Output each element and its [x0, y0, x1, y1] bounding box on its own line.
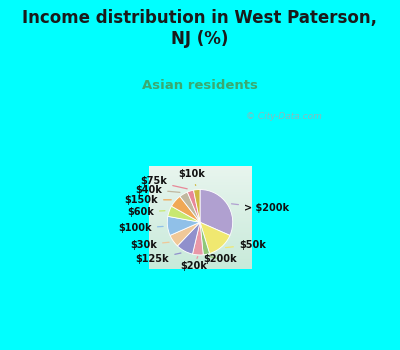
Text: $10k: $10k	[178, 169, 205, 186]
Wedge shape	[178, 222, 200, 254]
Text: $125k: $125k	[136, 253, 181, 264]
Text: © City-Data.com: © City-Data.com	[246, 112, 322, 121]
Wedge shape	[200, 222, 210, 255]
Text: Asian residents: Asian residents	[142, 79, 258, 92]
Wedge shape	[194, 190, 200, 222]
Wedge shape	[200, 222, 230, 253]
Wedge shape	[168, 206, 200, 222]
Text: $200k: $200k	[204, 254, 237, 264]
Wedge shape	[192, 222, 203, 255]
Text: > $200k: > $200k	[232, 203, 289, 213]
Text: $20k: $20k	[180, 257, 207, 271]
Wedge shape	[180, 192, 200, 222]
Wedge shape	[172, 196, 200, 222]
Text: $75k: $75k	[140, 176, 187, 189]
Text: $100k: $100k	[118, 223, 163, 233]
Wedge shape	[170, 222, 200, 246]
Wedge shape	[187, 190, 200, 222]
Text: $60k: $60k	[127, 207, 165, 217]
Text: Income distribution in West Paterson,
NJ (%): Income distribution in West Paterson, NJ…	[22, 9, 378, 48]
Text: $30k: $30k	[130, 240, 169, 250]
Wedge shape	[167, 216, 200, 236]
Text: $50k: $50k	[226, 240, 266, 250]
Wedge shape	[200, 190, 233, 236]
Text: $40k: $40k	[135, 184, 180, 195]
Text: $150k: $150k	[124, 195, 171, 205]
